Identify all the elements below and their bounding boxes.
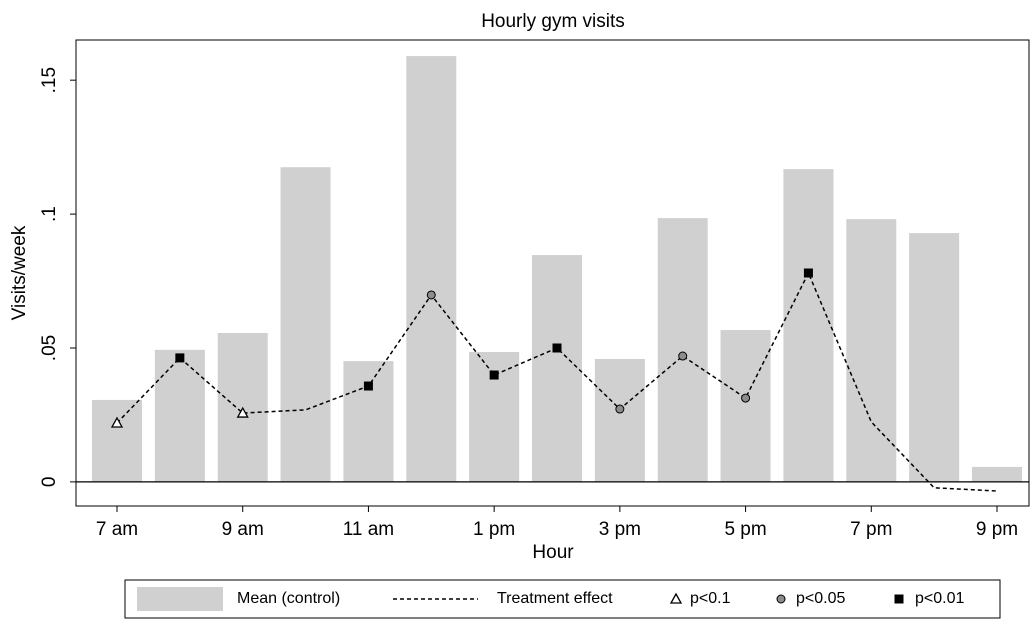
x-tick-label: 5 pm: [724, 519, 766, 540]
x-axis-label: Hour: [532, 542, 574, 563]
y-tick-label: .1: [39, 206, 60, 222]
marker: [894, 594, 904, 604]
marker: [678, 351, 688, 361]
y-tick-label: .05: [39, 335, 60, 361]
bar: [909, 233, 960, 482]
x-tick-label: 9 pm: [976, 519, 1018, 540]
bar: [594, 358, 645, 482]
y-axis-label: Visits/week: [9, 225, 30, 320]
marker: [175, 353, 185, 363]
marker: [110, 416, 124, 428]
y-tick-label: .15: [39, 67, 60, 93]
x-tick-label: 7 pm: [850, 519, 892, 540]
marker: [615, 404, 625, 414]
marker: [776, 594, 786, 604]
x-tick-label: 9 am: [222, 519, 264, 540]
legend-label: p<0.01: [915, 590, 964, 607]
legend-label: p<0.1: [690, 590, 731, 607]
legend-label: p<0.05: [796, 590, 845, 607]
legend-label: Mean (control): [237, 590, 340, 607]
marker: [363, 381, 373, 391]
legend-box: [124, 579, 1001, 619]
bar: [154, 349, 205, 482]
chart-title: Hourly gym visits: [481, 11, 625, 32]
marker: [669, 592, 683, 604]
bar: [972, 466, 1022, 482]
bar: [406, 56, 457, 482]
bar: [532, 255, 582, 482]
marker: [552, 343, 562, 353]
marker: [803, 268, 813, 278]
plot-frame: [75, 39, 1030, 507]
marker: [236, 406, 249, 418]
bar: [720, 330, 771, 482]
x-tick-label: 3 pm: [599, 519, 641, 540]
marker: [426, 290, 436, 300]
x-tick-label: 7 am: [96, 519, 138, 540]
marker: [489, 370, 499, 380]
bar: [280, 167, 331, 482]
legend-label: Treatment effect: [497, 590, 613, 607]
x-tick-label: 1 pm: [473, 519, 515, 540]
bar: [92, 399, 142, 482]
line: [116, 271, 998, 492]
legend-swatch: [137, 587, 223, 611]
bar: [343, 361, 394, 482]
bar: [783, 169, 834, 482]
bar: [846, 219, 897, 482]
y-tick-label: 0: [39, 477, 60, 488]
marker: [741, 393, 751, 403]
x-tick-label: 11 am: [343, 519, 394, 540]
bar: [657, 218, 708, 482]
